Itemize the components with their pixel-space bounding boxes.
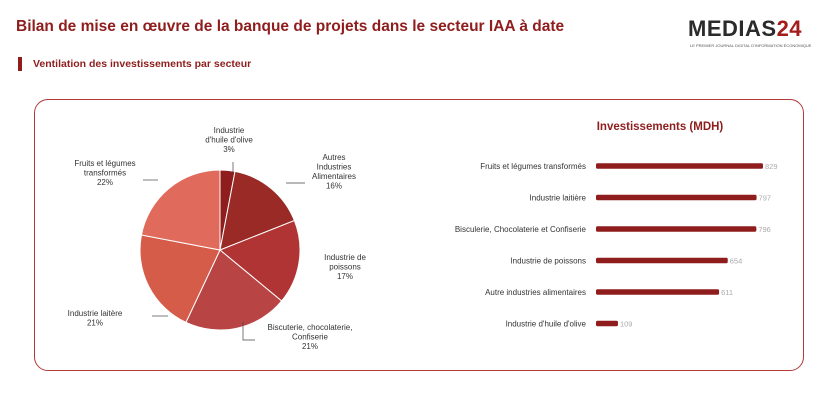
pie-label-line: 21% [302, 342, 318, 351]
pie-label-line: Autres [322, 153, 345, 162]
bar-value-label: 654 [730, 257, 743, 266]
bar-chart-title: Investissements (MDH) [597, 121, 724, 133]
pie-label: Industrie de poissons 17% [324, 253, 366, 281]
pie-label-line: Fruits et légumes [74, 159, 135, 168]
bar [596, 163, 763, 169]
bar-category-label: Fruits et légumes transformés [480, 162, 586, 171]
bar-category-label: Industrie de poissons [510, 257, 586, 266]
bar-category-label: Bisculerie, Chocolaterie et Confiserie [455, 225, 587, 234]
pie-label-line: 17% [337, 272, 353, 281]
bar [596, 226, 757, 232]
pie-slice [219, 170, 296, 251]
bar [596, 194, 757, 201]
bar-category-label: Autre industries alimentaires [485, 288, 586, 297]
bar-value-label: 796 [758, 225, 771, 234]
pie-label-line: Biscuterie, chocolaterie, [268, 323, 353, 332]
pie-slice [219, 219, 301, 302]
pie-label-line: d'huile d'olive [205, 135, 253, 144]
pie-label: Biscuterie, chocolaterie, Confiserie 21% [268, 323, 353, 351]
bar-value-label: 611 [721, 288, 733, 297]
logo-wordmark: MEDIAS24 [688, 16, 828, 42]
section-subtitle: Ventilation des investissements par sect… [33, 58, 252, 70]
pie-label-line: 16% [326, 181, 342, 190]
pie-slice [139, 234, 221, 324]
bar-value-label: 109 [620, 320, 633, 329]
pie-label-line: Alimentaires [312, 172, 356, 181]
pie-slice [185, 249, 283, 331]
pie-label-line: Industries [317, 162, 352, 171]
page-title: Bilan de mise en œuvre de la banque de p… [16, 18, 565, 35]
pie-label: Industrie d'huile d'olive 3% [205, 126, 253, 154]
bar-value-label: 797 [759, 194, 772, 203]
pie-label-line: 3% [223, 145, 235, 154]
pie-label-line: poissons [329, 262, 361, 271]
logo-tagline: LE PREMIER JOURNAL DIGITAL D'INFORMATION… [690, 43, 812, 48]
bar-category-label: Industrie laitière [530, 194, 587, 203]
medias24-logo: MEDIAS24 LE PREMIER JOURNAL DIGITAL D'IN… [688, 16, 828, 56]
chart-panel [34, 99, 804, 371]
bar [596, 257, 728, 264]
subtitle-accent-bar [18, 57, 22, 71]
bar-value-label: 829 [765, 162, 778, 171]
pie-leader-line [242, 322, 255, 341]
pie-label: Autres Industries Alimentaires 16% [312, 153, 356, 190]
bar [596, 320, 618, 327]
pie-label: Fruits et légumes transformés 22% [74, 159, 135, 187]
pie-label-line: Industrie de [324, 253, 366, 262]
pie-chart [139, 162, 305, 341]
bar-chart: Investissements (MDH) Fruits et légumes t… [455, 121, 778, 329]
logo-brand: MEDIAS [688, 16, 777, 41]
pie-label-line: Industrie laitère [68, 309, 123, 318]
pie-label-line: Confiserie [292, 332, 329, 341]
pie-label-line: 21% [87, 318, 103, 327]
pie-label-line: Industrie [214, 126, 245, 135]
bar [596, 289, 720, 295]
logo-number: 24 [776, 16, 803, 41]
pie-label-line: transformés [84, 168, 126, 177]
pie-label-line: 22% [97, 178, 113, 187]
pie-slice [140, 169, 221, 251]
bar-category-label: Industrie d'huile d'olive [506, 320, 587, 329]
pie-label: Industrie laitère 21% [68, 309, 123, 327]
